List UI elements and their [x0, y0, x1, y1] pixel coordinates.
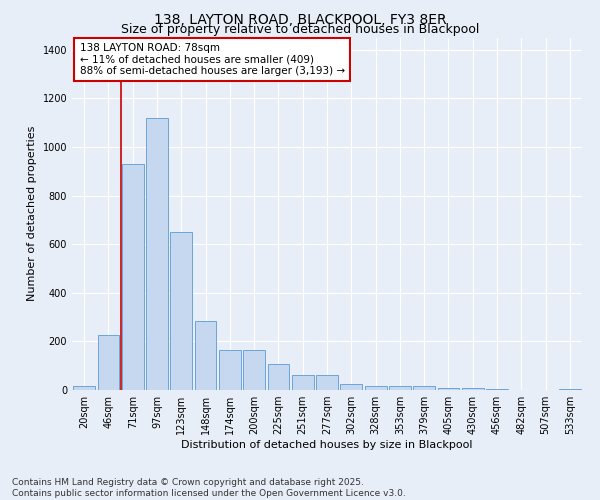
- Bar: [73, 386, 95, 390]
- X-axis label: Distribution of detached houses by size in Blackpool: Distribution of detached houses by size …: [181, 440, 473, 450]
- Text: Contains HM Land Registry data © Crown copyright and database right 2025.
Contai: Contains HM Land Registry data © Crown c…: [12, 478, 406, 498]
- Bar: [243, 350, 265, 390]
- Text: 138, LAYTON ROAD, BLACKPOOL, FY3 8ER: 138, LAYTON ROAD, BLACKPOOL, FY3 8ER: [154, 12, 446, 26]
- Bar: [486, 389, 508, 390]
- Bar: [340, 384, 362, 390]
- Text: 138 LAYTON ROAD: 78sqm
← 11% of detached houses are smaller (409)
88% of semi-de: 138 LAYTON ROAD: 78sqm ← 11% of detached…: [80, 43, 345, 76]
- Text: Size of property relative to detached houses in Blackpool: Size of property relative to detached ho…: [121, 22, 479, 36]
- Bar: [389, 386, 411, 390]
- Bar: [437, 388, 460, 390]
- Bar: [219, 350, 241, 390]
- Bar: [146, 118, 168, 390]
- Bar: [413, 386, 435, 390]
- Bar: [97, 334, 119, 390]
- Bar: [316, 376, 338, 390]
- Bar: [559, 389, 581, 390]
- Bar: [292, 376, 314, 390]
- Bar: [122, 164, 143, 390]
- Bar: [365, 386, 386, 390]
- Bar: [194, 320, 217, 390]
- Y-axis label: Number of detached properties: Number of detached properties: [27, 126, 37, 302]
- Bar: [462, 388, 484, 390]
- Bar: [268, 364, 289, 390]
- Bar: [170, 232, 192, 390]
